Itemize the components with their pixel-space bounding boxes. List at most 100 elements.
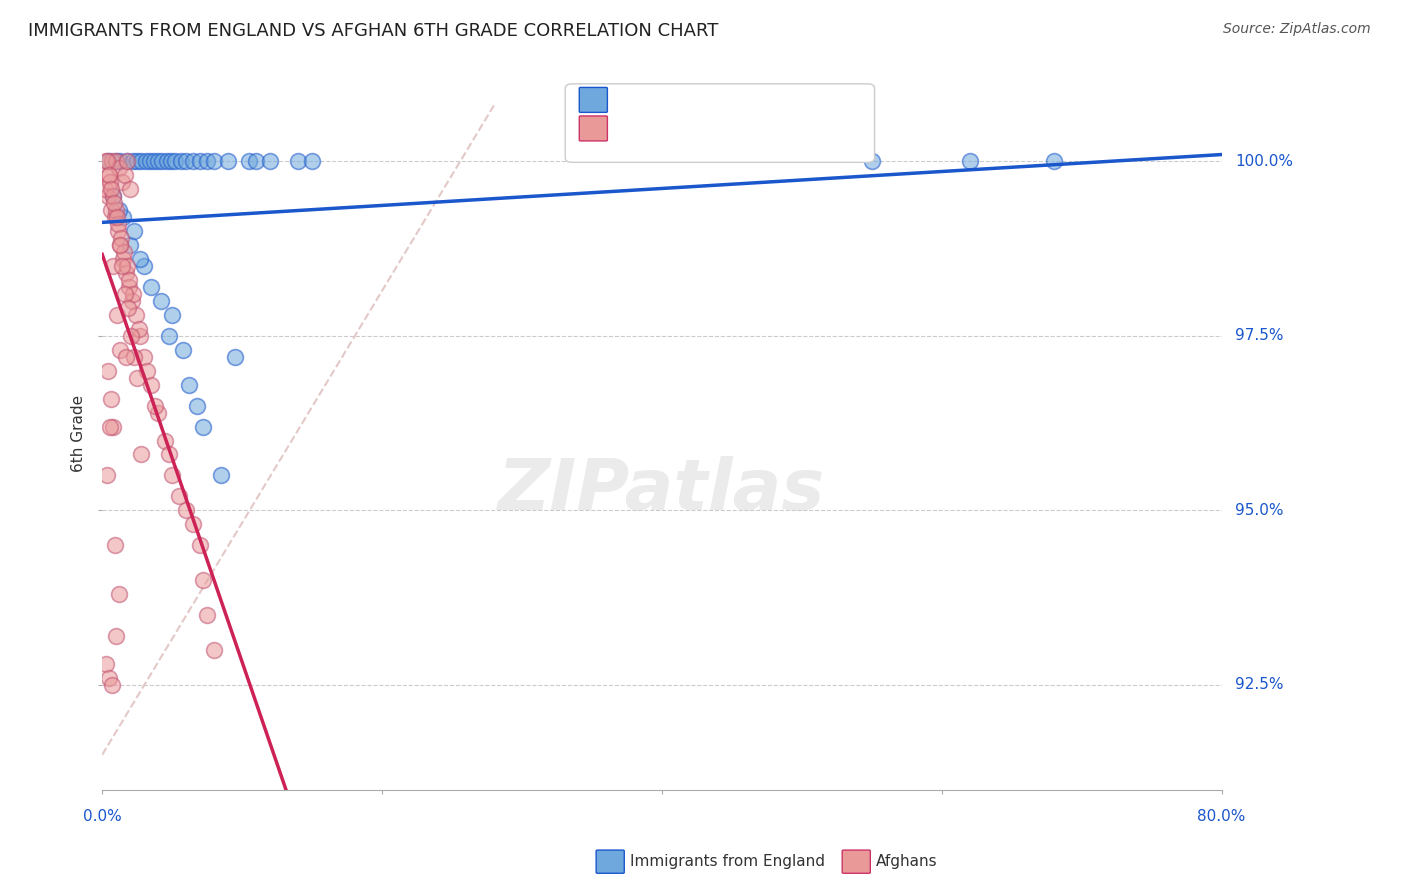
Point: [103, 419, 125, 434]
Point: [104, 538, 127, 552]
Point: [105, 154, 128, 169]
Point: [110, 238, 132, 252]
Point: [97, 189, 120, 203]
Point: [98, 154, 121, 169]
Point: [97, 364, 120, 378]
Point: [112, 252, 135, 266]
Point: [108, 238, 131, 252]
Point: [177, 377, 200, 392]
Text: 92.5%: 92.5%: [1234, 677, 1284, 692]
Point: [98, 671, 121, 685]
Text: 100.0%: 100.0%: [1234, 153, 1294, 169]
Point: [181, 517, 204, 532]
Point: [188, 538, 211, 552]
Point: [188, 154, 211, 169]
Text: Immigrants from England: Immigrants from England: [630, 855, 825, 869]
Text: R = 0.140    N = 74: R = 0.140 N = 74: [614, 121, 763, 136]
Point: [195, 154, 218, 169]
Point: [172, 343, 194, 357]
Point: [96, 468, 118, 483]
Text: R = 0.145    N = 47: R = 0.145 N = 47: [614, 93, 763, 107]
Point: [105, 154, 128, 169]
Point: [259, 154, 281, 169]
Point: [134, 259, 156, 273]
Point: [97, 168, 120, 182]
Point: [153, 434, 176, 448]
Point: [159, 154, 181, 169]
Point: [202, 154, 225, 169]
Point: [125, 308, 148, 322]
Point: [98, 175, 121, 189]
Point: [860, 154, 883, 169]
Point: [117, 154, 139, 169]
Point: [98, 419, 121, 434]
Point: [108, 203, 131, 218]
Point: [238, 154, 260, 169]
Text: 97.5%: 97.5%: [1234, 328, 1284, 343]
Text: Afghans: Afghans: [876, 855, 938, 869]
Point: [174, 154, 197, 169]
Point: [122, 154, 145, 169]
Point: [245, 154, 267, 169]
Point: [195, 608, 218, 623]
Point: [96, 657, 118, 671]
Point: [169, 154, 191, 169]
Point: [110, 154, 132, 169]
Point: [148, 154, 170, 169]
Point: [117, 301, 139, 315]
Point: [104, 210, 127, 224]
Point: [148, 406, 170, 420]
Point: [114, 286, 136, 301]
Point: [127, 370, 149, 384]
Point: [105, 210, 128, 224]
Point: [150, 154, 173, 169]
Point: [121, 293, 143, 308]
Point: [122, 286, 145, 301]
Point: [217, 154, 239, 169]
Point: [108, 587, 131, 601]
Point: [1042, 154, 1064, 169]
Point: [108, 161, 131, 176]
Point: [139, 154, 162, 169]
Point: [135, 154, 157, 169]
Point: [145, 399, 167, 413]
Point: [141, 377, 163, 392]
Point: [157, 328, 180, 343]
Point: [101, 154, 124, 169]
Point: [157, 448, 180, 462]
Point: [163, 154, 186, 169]
Y-axis label: 6th Grade: 6th Grade: [72, 395, 86, 472]
Point: [209, 468, 232, 483]
Point: [108, 343, 131, 357]
Point: [224, 350, 246, 364]
Point: [98, 168, 121, 182]
Point: [128, 322, 150, 336]
Point: [186, 399, 208, 413]
Point: [105, 308, 128, 322]
Point: [191, 419, 214, 434]
Point: [117, 154, 139, 169]
Point: [202, 643, 225, 657]
Point: [129, 328, 152, 343]
Point: [118, 273, 141, 287]
Point: [110, 231, 132, 245]
Point: [100, 182, 122, 196]
Text: IMMIGRANTS FROM ENGLAND VS AFGHAN 6TH GRADE CORRELATION CHART: IMMIGRANTS FROM ENGLAND VS AFGHAN 6TH GR…: [28, 22, 718, 40]
Point: [107, 217, 129, 231]
Point: [959, 154, 981, 169]
Point: [103, 189, 125, 203]
Point: [101, 189, 124, 203]
Point: [100, 203, 122, 218]
Point: [191, 573, 214, 587]
Point: [129, 252, 152, 266]
Point: [167, 489, 190, 503]
Point: [114, 168, 136, 182]
Text: 80.0%: 80.0%: [1198, 809, 1246, 824]
Point: [115, 350, 138, 364]
Point: [96, 154, 118, 169]
Point: [287, 154, 309, 169]
Text: 0.0%: 0.0%: [83, 809, 121, 824]
Point: [160, 468, 183, 483]
Text: 95.0%: 95.0%: [1234, 503, 1284, 518]
Point: [115, 259, 138, 273]
